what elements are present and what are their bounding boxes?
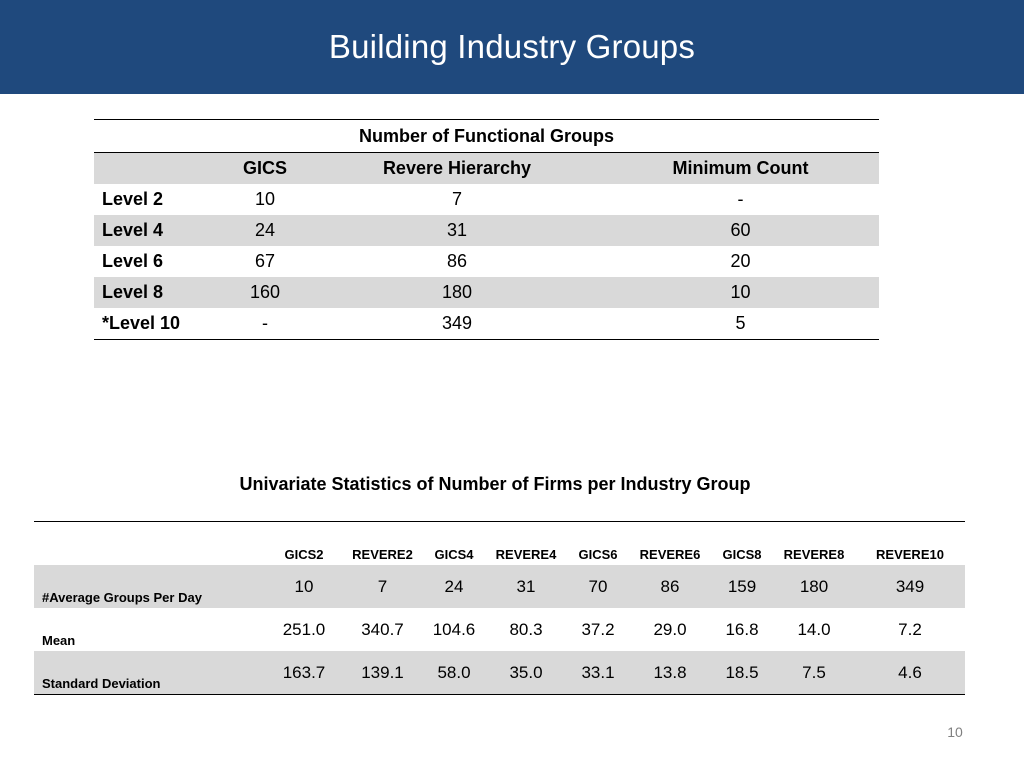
value-cell: 7.2 (898, 619, 922, 639)
header-cell: REVERE4 (485, 521, 567, 565)
table-row: Level 6 67 86 20 (94, 246, 879, 277)
value-cell: 80.3 (509, 619, 543, 639)
revere-cell: 180 (312, 277, 602, 308)
gics-cell: 67 (254, 251, 276, 271)
header-cell-blank (34, 521, 266, 565)
header-cell: GICS4 (423, 521, 485, 565)
value-cell: 14.0 (797, 619, 831, 639)
table-row: Level 8 160 180 10 (94, 277, 879, 308)
value-cell: 33.1 (567, 651, 629, 695)
table-row: #Average Groups Per Day 10 7 24 31 70 86… (34, 565, 965, 608)
gics-cell: 24 (218, 215, 312, 246)
min-count-cell: 20 (730, 251, 751, 271)
table-row: Level 2 10 7 - (94, 184, 879, 215)
value-cell: 16.8 (725, 619, 759, 639)
value-cell: 24 (423, 565, 485, 608)
header-cell: REVERE8 (773, 521, 855, 565)
header-cell-min-count: Minimum Count (602, 152, 879, 184)
table-row: Level 4 24 31 60 (94, 215, 879, 246)
gics-cell: 160 (218, 277, 312, 308)
header-cell-gics: GICS (218, 152, 312, 184)
value-cell: 180 (773, 565, 855, 608)
value-cell: 7 (342, 565, 423, 608)
value-cell: 35.0 (485, 651, 567, 695)
value-cell: 18.5 (711, 651, 773, 695)
value-cell: 349 (855, 565, 965, 608)
value-cell: 159 (711, 565, 773, 608)
row-label: Mean (42, 633, 76, 648)
row-label: #Average Groups Per Day (34, 565, 266, 608)
header-cell: REVERE2 (342, 521, 423, 565)
value-cell: 37.2 (581, 619, 615, 639)
value-cell: 340.7 (361, 619, 404, 639)
row-label: Standard Deviation (34, 651, 266, 695)
row-label: Level 8 (94, 277, 218, 308)
functional-groups-table: Number of Functional Groups GICS Revere … (94, 119, 879, 340)
value-cell: 4.6 (855, 651, 965, 695)
header-cell-blank (94, 152, 218, 184)
table-row: Mean 251.0 340.7 104.6 80.3 37.2 29.0 16… (34, 608, 965, 651)
row-label: Level 6 (102, 251, 164, 271)
min-count-cell: 5 (602, 308, 879, 340)
revere-cell: 86 (446, 251, 468, 271)
value-cell: 163.7 (266, 651, 342, 695)
value-cell: 104.6 (432, 619, 476, 639)
header-cell: GICS6 (567, 521, 629, 565)
header-cell: GICS8 (711, 521, 773, 565)
page-number: 10 (947, 724, 963, 740)
row-label: Level 4 (94, 215, 218, 246)
min-count-cell: 60 (602, 215, 879, 246)
gics-cell: - (218, 308, 312, 340)
row-label: Level 2 (102, 189, 164, 209)
revere-cell: 7 (451, 189, 462, 209)
revere-cell: 349 (312, 308, 602, 340)
header-cell-revere: Revere Hierarchy (312, 152, 602, 184)
table-caption-row: Number of Functional Groups (94, 119, 879, 153)
value-cell: 70 (567, 565, 629, 608)
min-count-cell: - (737, 189, 744, 209)
table-row: *Level 10 - 349 5 (94, 308, 879, 340)
header-cell: REVERE6 (629, 521, 711, 565)
table-header-row: GICS Revere Hierarchy Minimum Count (94, 152, 879, 184)
gics-cell: 10 (254, 189, 276, 209)
header-cell: GICS2 (266, 521, 342, 565)
min-count-cell: 10 (602, 277, 879, 308)
revere-cell: 31 (312, 215, 602, 246)
value-cell: 58.0 (423, 651, 485, 695)
value-cell: 86 (629, 565, 711, 608)
value-cell: 251.0 (282, 619, 326, 639)
table-row: Standard Deviation 163.7 139.1 58.0 35.0… (34, 651, 965, 695)
title-bar: Building Industry Groups (0, 0, 1024, 94)
univariate-statistics-table: GICS2 REVERE2 GICS4 REVERE4 GICS6 REVERE… (34, 521, 965, 695)
value-cell: 139.1 (342, 651, 423, 695)
value-cell: 31 (485, 565, 567, 608)
value-cell: 13.8 (629, 651, 711, 695)
value-cell: 29.0 (653, 619, 687, 639)
value-cell: 7.5 (773, 651, 855, 695)
table-caption: Number of Functional Groups (94, 119, 879, 153)
value-cell: 10 (266, 565, 342, 608)
row-label: *Level 10 (94, 308, 218, 340)
statistics-table-title: Univariate Statistics of Number of Firms… (239, 474, 751, 494)
slide-title: Building Industry Groups (328, 28, 696, 65)
table-header-row: GICS2 REVERE2 GICS4 REVERE4 GICS6 REVERE… (34, 521, 965, 565)
header-cell: REVERE10 (855, 521, 965, 565)
